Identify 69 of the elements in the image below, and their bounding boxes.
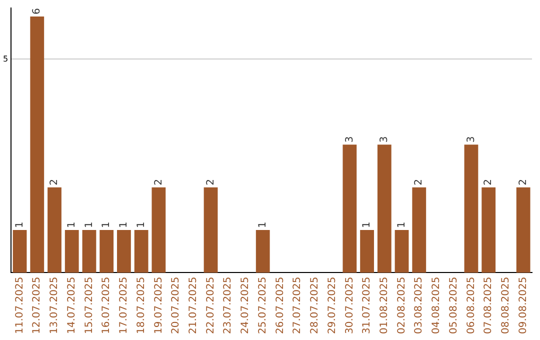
x-tick-label: 03.08.2025 <box>414 276 425 334</box>
x-tick-label: 20.07.2025 <box>170 276 182 334</box>
y-tick-label: 5 <box>2 54 8 64</box>
x-tick-label: 15.07.2025 <box>84 276 95 334</box>
bar <box>482 187 496 273</box>
x-tick-label: 12.07.2025 <box>32 276 43 334</box>
data-label: 2 <box>205 178 216 186</box>
bar <box>117 230 131 273</box>
bar <box>12 230 27 273</box>
x-tick-label: 25.07.2025 <box>257 276 268 334</box>
data-label: 2 <box>49 178 60 186</box>
data-label: 2 <box>518 178 529 186</box>
x-tick-label: 26.07.2025 <box>274 276 286 334</box>
x-tick-label: 04.08.2025 <box>431 276 442 334</box>
data-label: 1 <box>101 222 112 228</box>
data-label: 3 <box>344 136 356 143</box>
data-label: 3 <box>379 136 390 143</box>
x-tick-label: 19.07.2025 <box>153 276 164 334</box>
x-tick-label: 28.07.2025 <box>310 276 321 334</box>
bar <box>82 230 96 273</box>
bar <box>256 230 270 273</box>
data-label: 1 <box>66 222 78 228</box>
bar <box>204 187 218 273</box>
x-tick-label: 27.07.2025 <box>292 276 304 334</box>
bar <box>134 230 148 273</box>
bar <box>152 187 166 273</box>
x-tick-label: 16.07.2025 <box>101 276 112 334</box>
data-label: 1 <box>136 222 147 228</box>
x-tick-label: 09.08.2025 <box>518 276 529 334</box>
x-tick-label: 17.07.2025 <box>118 276 130 334</box>
data-label: 2 <box>414 178 425 186</box>
data-label: 1 <box>396 222 408 228</box>
bar <box>360 230 374 273</box>
x-tick-label: 01.08.2025 <box>379 276 390 334</box>
data-label: 3 <box>466 136 477 143</box>
bar <box>394 230 409 273</box>
bar <box>342 144 357 273</box>
x-tick-label: 08.08.2025 <box>500 276 512 334</box>
x-tick-label: 23.07.2025 <box>222 276 234 334</box>
x-tick-label: 22.07.2025 <box>205 276 216 334</box>
x-tick-label: 30.07.2025 <box>344 276 356 334</box>
x-tick-label: 14.07.2025 <box>66 276 78 334</box>
x-tick-label: 24.07.2025 <box>240 276 252 334</box>
x-tick-label: 21.07.2025 <box>188 276 199 334</box>
x-tick-label: 31.07.2025 <box>362 276 373 334</box>
x-tick-label: 06.08.2025 <box>466 276 477 334</box>
bar <box>100 230 114 273</box>
data-label: 1 <box>84 222 95 228</box>
data-label: 1 <box>14 222 26 228</box>
x-tick-label: 29.07.2025 <box>326 276 338 334</box>
data-label: 2 <box>483 178 494 186</box>
bar <box>377 144 392 273</box>
data-label: 1 <box>362 222 373 228</box>
data-label: 6 <box>32 8 43 15</box>
bar <box>412 187 426 273</box>
bar <box>30 16 44 273</box>
x-tick-label: 05.08.2025 <box>448 276 460 334</box>
bar <box>48 187 62 273</box>
bar <box>516 187 530 273</box>
x-tick-label: 02.08.2025 <box>396 276 408 334</box>
x-tick-label: 07.08.2025 <box>483 276 494 334</box>
data-label: 2 <box>153 178 164 186</box>
x-tick-label: 11.07.2025 <box>14 276 26 334</box>
bar <box>464 144 478 273</box>
data-label: 1 <box>118 222 130 228</box>
x-tick-label: 13.07.2025 <box>49 276 60 334</box>
bar <box>64 230 79 273</box>
data-label: 1 <box>257 222 268 228</box>
x-tick-label: 18.07.2025 <box>136 276 147 334</box>
